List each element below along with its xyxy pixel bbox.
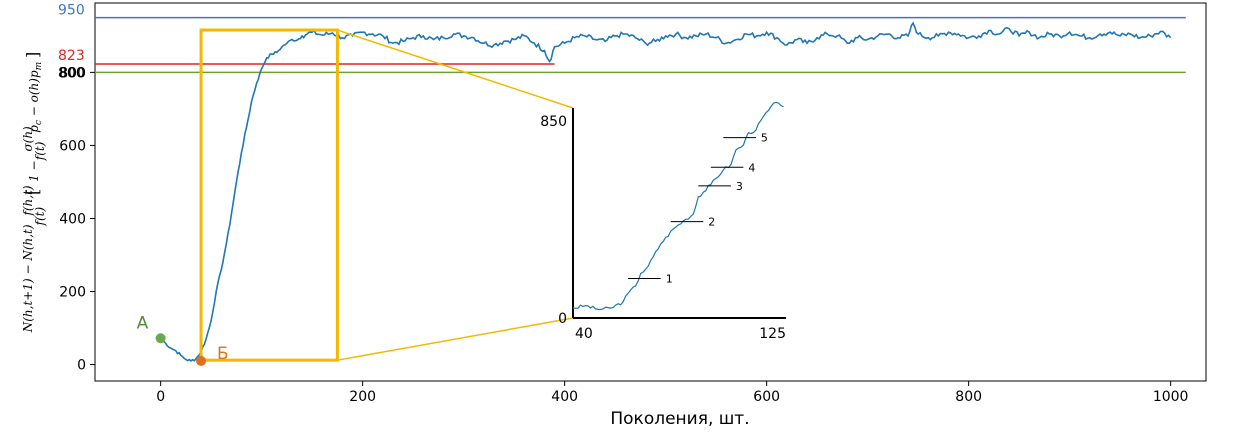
- inset-series-line: [572, 101, 784, 311]
- x-axis-ticks: 0 200 400 600 800 1000: [156, 381, 1188, 405]
- zoom-connector-bottom: [337, 317, 574, 361]
- y-tick-label-1: 200: [59, 285, 86, 301]
- inset-chart: 850 0 40 125 1 2 34 5: [540, 101, 786, 342]
- svg-text:N(h,t+1) − N(h,t) f(h,t): N(h,t+1) − N(h,t) f(h,t)f(t) [ 1 − σ(h)f…: [21, 52, 47, 334]
- x-tick-label-4: 800: [955, 389, 982, 405]
- x-tick-label-1: 200: [349, 389, 376, 405]
- inset-step-label-2: 2: [708, 216, 715, 229]
- point-b: [196, 355, 207, 366]
- y-axis-ticks: 0 200 400 600 800: [59, 65, 95, 374]
- x-axis-label: Поколения, шт.: [610, 409, 749, 429]
- inset-step-label-5: 5: [761, 132, 768, 145]
- inset-step-label-4: 4: [748, 161, 755, 174]
- annotated-points: АБ: [137, 313, 229, 366]
- y-tick-label-0: 0: [77, 358, 86, 374]
- hline-label-950: 950: [58, 3, 85, 19]
- point-a: [155, 333, 166, 344]
- zoom-box: [199, 28, 574, 362]
- x-tick-label-5: 1000: [1153, 389, 1189, 405]
- inset-step-label-3: 3: [736, 180, 743, 193]
- hline-label-800: 800: [58, 65, 85, 81]
- inset-y-tick-top: 850: [540, 114, 567, 130]
- y-tick-label-4: 800: [59, 65, 86, 81]
- y-tick-label-2: 400: [59, 211, 86, 227]
- inset-x-tick-right: 125: [759, 326, 786, 342]
- main-series: [160, 21, 1172, 362]
- reference-lines: [95, 16, 1186, 74]
- inset-y-tick-bottom: 0: [558, 311, 567, 327]
- y-axis-label: N(h,t+1) − N(h,t) f(h,t)f(t) [ 1 − σ(h)f…: [21, 52, 47, 334]
- series-line: [160, 21, 1172, 362]
- y-tick-label-3: 600: [59, 138, 86, 154]
- inset-step-label-1: 1: [666, 272, 673, 285]
- plot-area: [94, 2, 1207, 382]
- inset-x-tick-left: 40: [575, 326, 593, 342]
- point-label-a: А: [137, 313, 149, 333]
- x-tick-label-0: 0: [156, 389, 165, 405]
- zoom-connector-top: [337, 29, 574, 109]
- x-tick-label-2: 400: [551, 389, 578, 405]
- zoom-rect: [199, 28, 339, 362]
- hline-label-823: 823: [58, 48, 85, 64]
- point-label-b: Б: [217, 344, 229, 364]
- x-tick-label-3: 600: [753, 389, 780, 405]
